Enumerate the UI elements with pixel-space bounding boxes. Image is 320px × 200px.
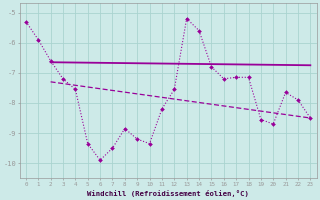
- X-axis label: Windchill (Refroidissement éolien,°C): Windchill (Refroidissement éolien,°C): [87, 190, 249, 197]
